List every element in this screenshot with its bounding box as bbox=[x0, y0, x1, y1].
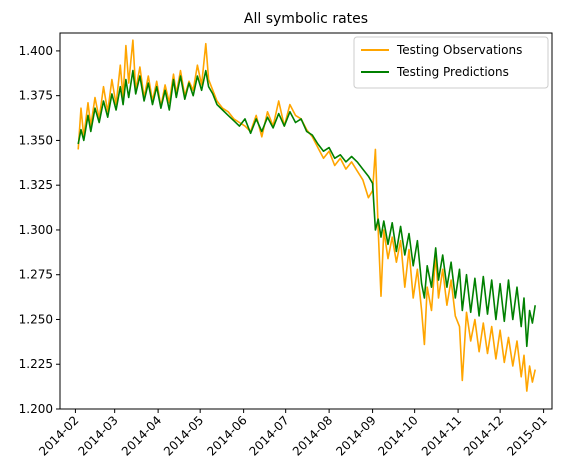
y-tick-label: 1.400 bbox=[19, 44, 53, 58]
legend-label-observations: Testing Observations bbox=[396, 43, 522, 57]
legend-box bbox=[353, 36, 549, 89]
y-tick-label: 1.225 bbox=[19, 357, 53, 371]
legend: Testing Observations Testing Predictions bbox=[353, 36, 549, 89]
series-line-predictions bbox=[77, 69, 536, 348]
y-tick-label: 1.275 bbox=[19, 268, 53, 282]
y-tick-label: 1.300 bbox=[19, 223, 53, 237]
y-axis: 1.200 1.225 1.250 1.275 1.300 1.325 1.350 1.375… bbox=[19, 44, 60, 416]
y-tick-label: 1.250 bbox=[19, 312, 53, 326]
y-tick-label: 1.350 bbox=[19, 133, 53, 147]
legend-label-predictions: Testing Predictions bbox=[396, 65, 509, 79]
plot-area bbox=[77, 39, 536, 392]
y-tick-label: 1.200 bbox=[19, 402, 53, 416]
y-tick-label: 1.375 bbox=[19, 89, 53, 103]
chart-title: All symbolic rates bbox=[244, 11, 368, 27]
y-tick-label: 1.325 bbox=[19, 178, 53, 192]
axes-frame bbox=[59, 32, 553, 410]
